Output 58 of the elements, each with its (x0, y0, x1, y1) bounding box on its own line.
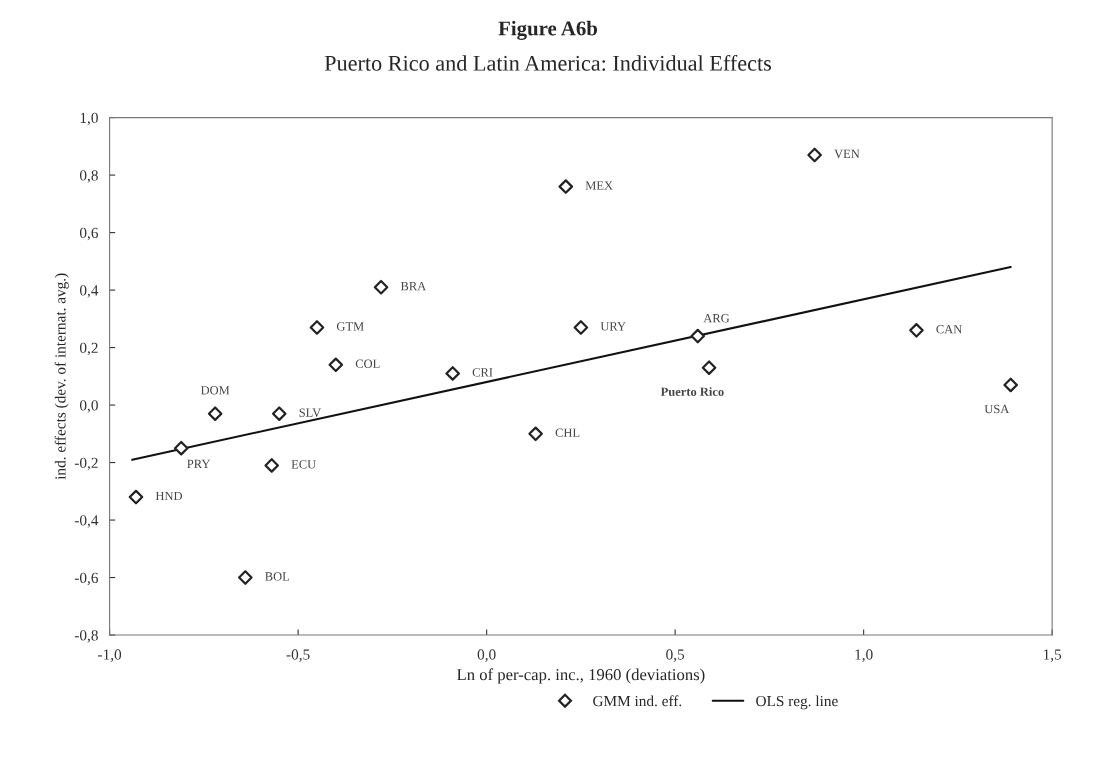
point (807, 147, 822, 163)
annotation: CHL (555, 428, 580, 437)
annotation: USA (984, 404, 1010, 414)
annotation: COL (355, 359, 380, 368)
annotation: URY (600, 322, 626, 331)
annotation: Puerto Rico (660, 387, 724, 396)
x-tick-label: 1,5 (1043, 649, 1062, 662)
chart-subtitle: Puerto Rico and Latin America: Individual Effects (324, 54, 772, 71)
point (207, 406, 223, 422)
point (264, 458, 280, 473)
annotation: VEN (834, 149, 860, 159)
annotation: CAN (936, 325, 962, 334)
point (309, 320, 325, 335)
x-tick-label: -0,5 (286, 649, 310, 662)
y-tick-label: -0,4 (74, 515, 99, 528)
point (373, 279, 389, 295)
annotation: CRI (472, 368, 493, 377)
y-tick-label: 0,4 (79, 285, 99, 298)
annotation: SLV (299, 408, 322, 417)
x-tick-label: 1,0 (855, 649, 873, 662)
point (690, 328, 706, 344)
annotation: DOM (200, 386, 230, 395)
point (328, 357, 344, 373)
y-tick-label: 0,0 (79, 400, 98, 413)
annotation: ECU (291, 460, 316, 469)
y-tick-label: -0,6 (74, 572, 99, 586)
annotation: GTM (336, 322, 364, 331)
y-tick-label: 0,2 (79, 342, 98, 356)
point (445, 366, 461, 381)
point (238, 570, 253, 585)
annotation: BOL (265, 572, 290, 581)
point (558, 179, 574, 194)
y-tick-label: -0,8 (74, 630, 98, 643)
annotation: ARG (703, 314, 730, 323)
x-tick-label: 0,5 (666, 649, 685, 662)
x-axis-title: Ln of per-cap. inc., 1960 (deviations) (457, 668, 705, 684)
point (173, 440, 189, 456)
point (271, 406, 287, 422)
point (528, 426, 543, 442)
annotation: BRA (400, 281, 427, 291)
annotation: PRY (187, 459, 211, 468)
point (573, 320, 589, 335)
y-tick-label: 1,0 (80, 112, 98, 126)
chart-title: Figure A6b (498, 20, 598, 40)
point (128, 489, 144, 505)
legend-label: GMM ind. eff. (593, 695, 682, 707)
annotation: MEX (585, 181, 613, 190)
y-tick-label: 0,6 (79, 227, 99, 241)
point (701, 360, 717, 376)
point (1003, 377, 1019, 393)
y-tick-label: 0,8 (79, 170, 98, 183)
x-tick-label: 0,0 (477, 649, 496, 662)
legend-label: OLS reg. line (756, 695, 838, 710)
y-tick-label: -0,2 (74, 457, 98, 471)
y-axis-title: ind. effects (dev. of internat. avg.) (54, 273, 69, 480)
annotation: HND (155, 491, 183, 501)
point (909, 323, 924, 338)
x-tick-label: -1,0 (98, 649, 122, 662)
